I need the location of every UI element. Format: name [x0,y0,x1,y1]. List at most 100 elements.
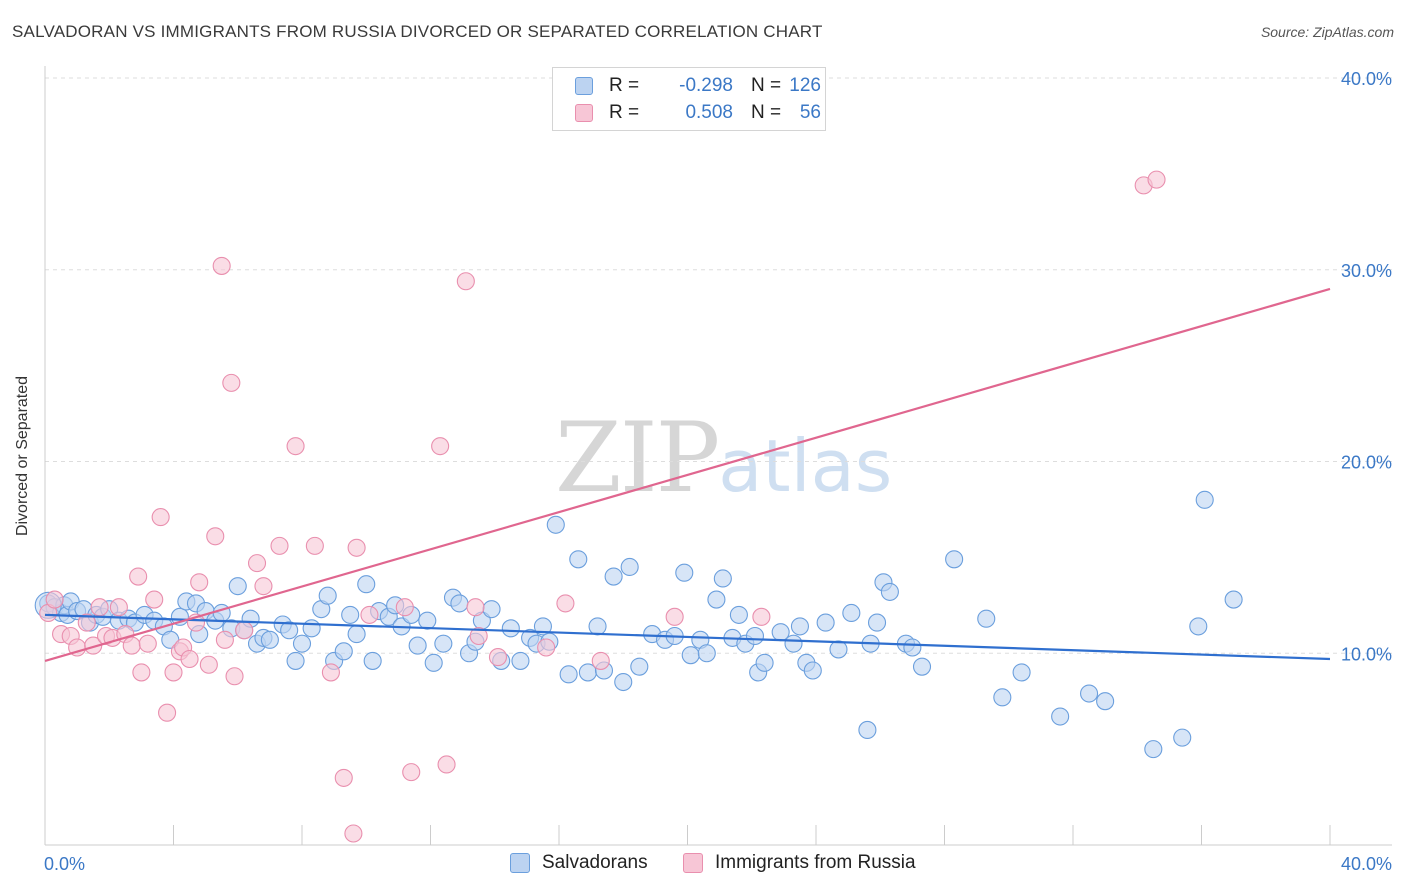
russia-point [77,613,96,632]
salvadorans-point [286,651,305,670]
salvadorans-point [707,590,726,609]
russia-point [437,755,456,774]
russia-point [286,437,305,456]
russia-point [212,256,231,275]
russia-point [488,648,508,667]
russia-point [158,703,177,722]
axes [44,66,1392,846]
russia-point [591,651,610,670]
series-name: Salvadorans [542,852,648,873]
salvadorans-point [1195,490,1214,509]
salvadorans-point [729,605,748,624]
salvadorans-point [588,617,607,636]
watermark-zip: ZIP [555,402,720,514]
russia-point [90,598,109,617]
russia-point [402,763,421,782]
russia-point [225,667,244,686]
russia-point [164,663,183,682]
salvadorans-point [816,613,835,632]
salvadorans-point [755,653,774,672]
salvadorans-point [501,619,520,638]
series-swatch-pink [683,853,703,873]
russia-point [254,577,273,596]
russia-point [321,663,340,682]
russia-point [151,508,170,527]
russia-point [145,590,164,609]
russia-point [247,554,267,573]
y-tick-label: 20.0% [1341,453,1392,473]
source-label: Source: ZipAtlas.com [1260,24,1394,40]
russia-point [215,630,234,649]
salvadorans-point [1051,707,1070,726]
russia-trend-line [44,287,1331,662]
salvadorans-point [424,653,443,672]
salvadorans-point [318,586,337,605]
series-swatch-blue [510,853,530,873]
russia-point [752,607,771,626]
russia-point [180,649,199,669]
trend-lines [44,287,1331,662]
salvadorans-point [614,672,633,692]
russia-point [431,437,450,456]
legend-n-value: 56 [799,102,821,123]
russia-point [334,768,353,787]
russia-points [39,170,1166,843]
russia-point [129,567,148,586]
russia-point [109,598,128,617]
salvadorans-point [1189,617,1208,636]
russia-point [305,536,324,555]
legend-swatch-pink [575,104,593,122]
salvadorans-point [408,636,427,655]
legend-swatch-blue [575,77,593,95]
y-axis-label: Divorced or Separated [14,375,31,537]
russia-point [122,636,141,655]
russia-point [665,607,684,626]
salvadorans-point [418,611,437,630]
y-tick-label: 30.0% [1341,261,1392,281]
legend-n-label: N = [751,75,782,96]
x-tick-label: 40.0% [1341,854,1392,874]
russia-point [199,655,218,674]
salvadorans-point [620,557,639,577]
russia-point [347,538,366,557]
russia-point [360,605,379,624]
russia-point [45,590,64,609]
salvadorans-point [363,651,382,670]
tick-labels: 10.0% 20.0% 30.0% 40.0% 0.0% 40.0% [44,69,1392,874]
legend-r-value: -0.298 [679,75,733,96]
salvadorans-point [1080,684,1099,703]
salvadorans-point [228,577,247,596]
legend-n-label: N = [751,102,782,123]
watermark-atlas: atlas [718,424,893,508]
russia-point [235,621,254,640]
salvadorans-point [880,582,899,601]
russia-point [466,598,485,617]
salvadorans-point [347,625,366,644]
russia-point [1147,170,1166,189]
salvadorans-point [450,594,469,613]
salvadorans-point [1224,590,1243,609]
grid-lines [45,77,1392,654]
salvadorans-point [1012,663,1031,682]
salvadorans-point [559,665,578,684]
salvadorans-point [533,617,552,636]
salvadorans-point [334,642,353,661]
y-tick-label: 40.0% [1341,69,1392,89]
russia-point [469,626,488,646]
watermark: ZIPatlas [555,402,892,514]
russia-point [222,373,241,392]
series-name: Immigrants from Russia [715,852,916,873]
salvadorans-point [302,619,321,638]
salvadorans-point [604,567,623,586]
salvadorans-trend-line [44,613,1331,661]
legend-n-value: 126 [789,75,821,96]
salvadorans-point [675,563,694,582]
salvadorans-point [993,688,1012,707]
russia-point [395,598,414,617]
salvadorans-point [784,634,803,653]
russia-point [132,663,151,682]
salvadorans-point [341,605,360,624]
russia-point [456,272,475,291]
salvadorans-point [858,720,877,740]
